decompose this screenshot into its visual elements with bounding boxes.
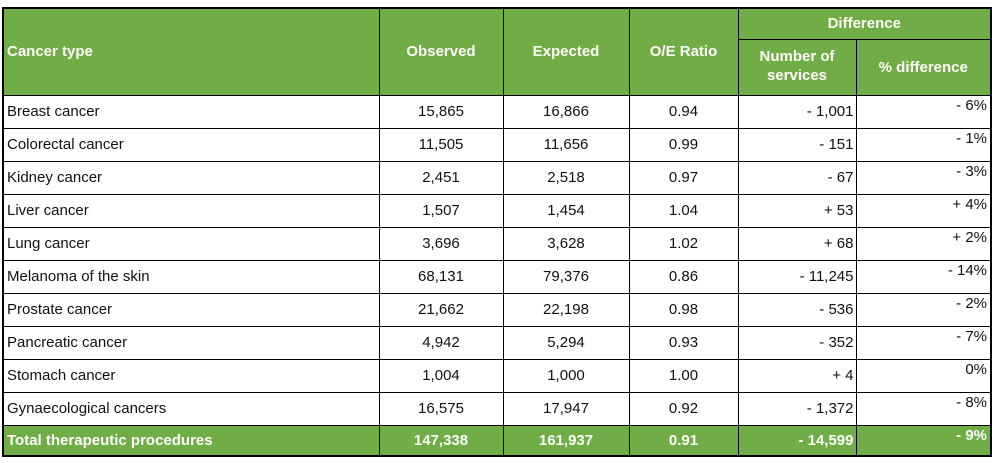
cell-oe-ratio: 0.97 (628, 160, 739, 195)
header-observed: Observed (378, 7, 504, 96)
header-row-sub: Number of services % difference (3, 38, 992, 96)
cell-oe-ratio: 0.94 (628, 94, 739, 129)
cell-pct-difference: - 8% (855, 391, 992, 426)
table-row: Pancreatic cancer 4,942 5,294 0.93 - 352… (2, 325, 992, 360)
cell-number-of-services: - 67 (737, 160, 857, 195)
cell-expected: 1,000 (502, 358, 630, 393)
cell-expected: 16,866 (502, 94, 630, 129)
cell-observed: 1,004 (378, 358, 504, 393)
table-header: Cancer type Observed Expected O/E Ratio … (2, 7, 992, 96)
cell-cancer-type: Liver cancer (2, 193, 380, 228)
cell-pct-difference: + 2% (855, 226, 992, 261)
cell-number-of-services: + 68 (737, 226, 857, 261)
cell-observed: 68,131 (378, 259, 504, 294)
header-pct-difference: % difference (855, 38, 992, 96)
cell-number-of-services: - 1,001 (737, 94, 857, 129)
cell-oe-ratio: 1.02 (628, 226, 739, 261)
cell-observed: 16,575 (378, 391, 504, 426)
cell-total-expected: 161,937 (502, 424, 630, 457)
table-row: Stomach cancer 1,004 1,000 1.00 + 4 0% (2, 358, 992, 393)
cell-observed: 15,865 (378, 94, 504, 129)
total-row: Total therapeutic procedures 147,338 161… (2, 424, 992, 457)
cell-observed: 2,451 (378, 160, 504, 195)
cell-number-of-services: - 536 (737, 292, 857, 327)
cell-oe-ratio: 0.86 (628, 259, 739, 294)
cell-expected: 5,294 (502, 325, 630, 360)
cell-pct-difference: - 6% (855, 94, 992, 129)
header-row-top: Cancer type Observed Expected O/E Ratio … (2, 7, 992, 96)
table-row: Kidney cancer 2,451 2,518 0.97 - 67 - 3% (2, 160, 992, 195)
header-cancer-type: Cancer type (2, 7, 380, 96)
cell-pct-difference: 0% (855, 358, 992, 393)
cell-oe-ratio: 0.99 (628, 127, 739, 162)
header-oe-ratio: O/E Ratio (628, 7, 739, 96)
cell-observed: 21,662 (378, 292, 504, 327)
cancer-procedures-table: Cancer type Observed Expected O/E Ratio … (2, 7, 992, 457)
cell-total-label: Total therapeutic procedures (2, 424, 380, 457)
cell-cancer-type: Lung cancer (2, 226, 380, 261)
header-difference: Difference (737, 7, 992, 40)
cell-number-of-services: - 1,372 (737, 391, 857, 426)
header-expected: Expected (502, 7, 630, 96)
cell-total-number-of-services: - 14,599 (737, 424, 857, 457)
header-number-of-services: Number of services (737, 38, 857, 96)
table-row: Gynaecological cancers 16,575 17,947 0.9… (2, 391, 992, 426)
cell-oe-ratio: 0.93 (628, 325, 739, 360)
cell-pct-difference: - 1% (855, 127, 992, 162)
cell-expected: 2,518 (502, 160, 630, 195)
cell-cancer-type: Kidney cancer (2, 160, 380, 195)
cell-expected: 11,656 (502, 127, 630, 162)
cell-oe-ratio: 1.00 (628, 358, 739, 393)
cell-observed: 4,942 (378, 325, 504, 360)
cell-expected: 3,628 (502, 226, 630, 261)
cell-expected: 17,947 (502, 391, 630, 426)
cell-pct-difference: + 4% (855, 193, 992, 228)
cell-total-pct-difference: - 9% (855, 424, 992, 457)
cell-cancer-type: Prostate cancer (2, 292, 380, 327)
cell-expected: 1,454 (502, 193, 630, 228)
cell-expected: 79,376 (502, 259, 630, 294)
table-row: Melanoma of the skin 68,131 79,376 0.86 … (2, 259, 992, 294)
cell-number-of-services: - 151 (737, 127, 857, 162)
cell-pct-difference: - 7% (855, 325, 992, 360)
cell-oe-ratio: 0.98 (628, 292, 739, 327)
cell-total-observed: 147,338 (378, 424, 504, 457)
table-body: Breast cancer 15,865 16,866 0.94 - 1,001… (2, 94, 992, 457)
cell-pct-difference: - 14% (855, 259, 992, 294)
table-row: Prostate cancer 21,662 22,198 0.98 - 536… (2, 292, 992, 327)
cell-cancer-type: Breast cancer (2, 94, 380, 129)
cell-pct-difference: - 3% (855, 160, 992, 195)
cell-expected: 22,198 (502, 292, 630, 327)
cell-total-oe-ratio: 0.91 (628, 424, 739, 457)
table-row: Lung cancer 3,696 3,628 1.02 + 68 + 2% (2, 226, 992, 261)
cell-number-of-services: - 352 (737, 325, 857, 360)
cell-cancer-type: Colorectal cancer (2, 127, 380, 162)
cell-number-of-services: - 11,245 (737, 259, 857, 294)
table-row: Liver cancer 1,507 1,454 1.04 + 53 + 4% (2, 193, 992, 228)
cell-number-of-services: + 53 (737, 193, 857, 228)
cell-number-of-services: + 4 (737, 358, 857, 393)
cell-oe-ratio: 1.04 (628, 193, 739, 228)
cell-pct-difference: - 2% (855, 292, 992, 327)
cell-cancer-type: Gynaecological cancers (2, 391, 380, 426)
cell-cancer-type: Melanoma of the skin (2, 259, 380, 294)
cell-cancer-type: Stomach cancer (2, 358, 380, 393)
cell-observed: 1,507 (378, 193, 504, 228)
cell-observed: 3,696 (378, 226, 504, 261)
cell-cancer-type: Pancreatic cancer (2, 325, 380, 360)
cell-observed: 11,505 (378, 127, 504, 162)
table-row: Colorectal cancer 11,505 11,656 0.99 - 1… (2, 127, 992, 162)
table-row: Breast cancer 15,865 16,866 0.94 - 1,001… (2, 94, 992, 129)
cell-oe-ratio: 0.92 (628, 391, 739, 426)
